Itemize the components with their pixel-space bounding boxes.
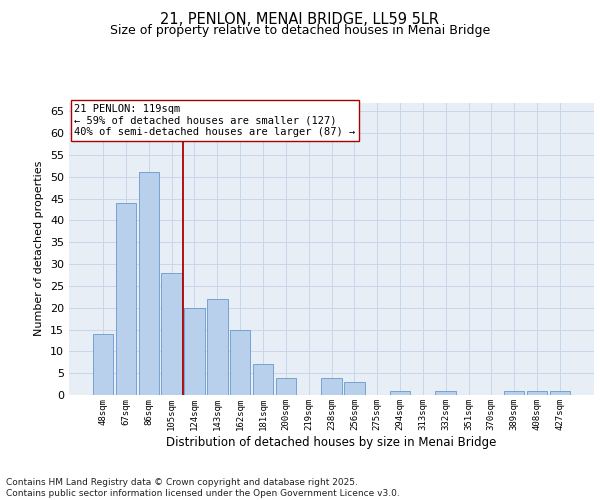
Y-axis label: Number of detached properties: Number of detached properties [34, 161, 44, 336]
X-axis label: Distribution of detached houses by size in Menai Bridge: Distribution of detached houses by size … [166, 436, 497, 448]
Text: Contains HM Land Registry data © Crown copyright and database right 2025.
Contai: Contains HM Land Registry data © Crown c… [6, 478, 400, 498]
Text: 21, PENLON, MENAI BRIDGE, LL59 5LR: 21, PENLON, MENAI BRIDGE, LL59 5LR [161, 12, 439, 28]
Bar [161, 273, 182, 395]
Bar [116, 203, 136, 395]
Bar [344, 382, 365, 395]
Bar [184, 308, 205, 395]
Text: 21 PENLON: 119sqm
← 59% of detached houses are smaller (127)
40% of semi-detache: 21 PENLON: 119sqm ← 59% of detached hous… [74, 104, 355, 137]
Bar [230, 330, 250, 395]
Bar [93, 334, 113, 395]
Text: Size of property relative to detached houses in Menai Bridge: Size of property relative to detached ho… [110, 24, 490, 37]
Bar [504, 390, 524, 395]
Bar [550, 390, 570, 395]
Bar [321, 378, 342, 395]
Bar [253, 364, 273, 395]
Bar [527, 390, 547, 395]
Bar [139, 172, 159, 395]
Bar [275, 378, 296, 395]
Bar [390, 390, 410, 395]
Bar [436, 390, 456, 395]
Bar [207, 299, 227, 395]
